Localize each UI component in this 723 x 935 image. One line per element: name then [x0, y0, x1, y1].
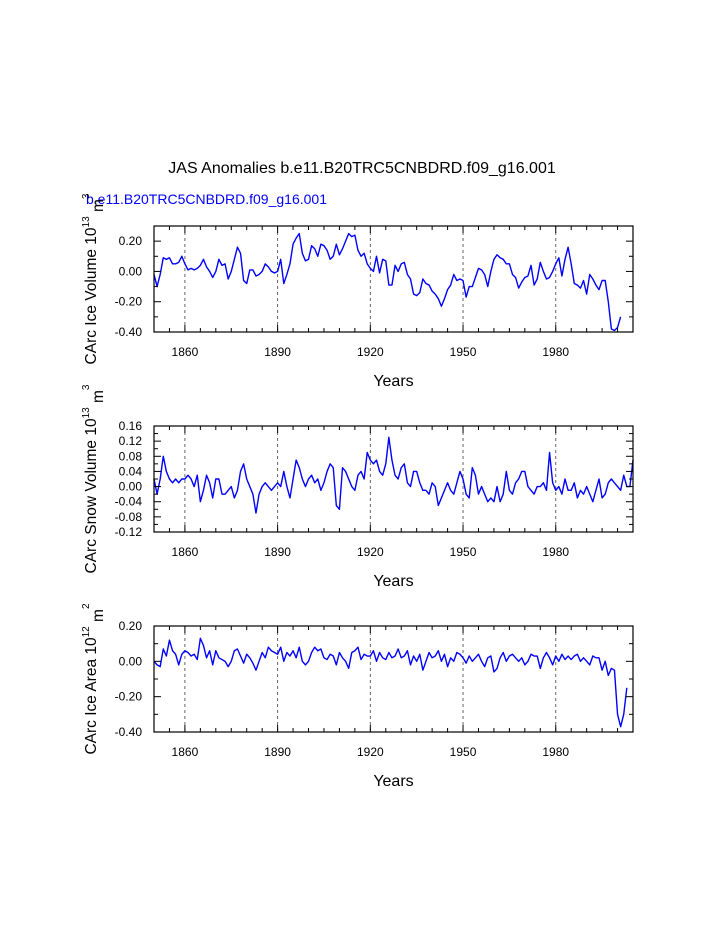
y-tick-label: 0.00 — [119, 654, 143, 668]
x-tick-label-1950: 1950 — [450, 745, 477, 759]
y-tick-label: 0.00 — [119, 264, 143, 278]
x-tick-label-1980: 1980 — [542, 545, 569, 559]
x-axis-label: Years — [373, 373, 413, 390]
y-axis-label: CArc Snow Volume 1013 m3 — [81, 384, 107, 573]
legend-label: b.e11.B20TRC5CNBDRD.f09_g16.001 — [86, 191, 327, 207]
x-tick-label-1860: 1860 — [172, 345, 199, 359]
panel-snow-volume: 1860 1890 1920 1950 1980 -0.12-0.08-0.040.00 0… — [81, 384, 634, 590]
y-axis-label: CArc Ice Volume 1013 m3 — [81, 193, 107, 364]
y-tick-label: -0.20 — [115, 690, 143, 704]
y-axis-label: CArc Ice Area 1012 m2 — [81, 603, 107, 755]
y-tick-label: 0.00 — [119, 480, 143, 494]
x-tick-label-1950: 1950 — [450, 345, 477, 359]
panel-ice-area: 1860 1890 1920 1950 1980 -0.40 -0.20 0.00 0.20 Ye… — [81, 603, 634, 790]
x-tick-label-1920: 1920 — [357, 745, 384, 759]
y-tick-label: -0.04 — [115, 495, 143, 509]
y-tick-label: 0.20 — [119, 619, 143, 633]
x-axis-label: Years — [373, 773, 413, 790]
y-tick-label: 0.20 — [119, 234, 143, 248]
x-tick-label-1890: 1890 — [264, 345, 291, 359]
y-tick-label: -0.20 — [115, 295, 143, 309]
series-line — [153, 637, 628, 728]
x-tick-label-1980: 1980 — [542, 345, 569, 359]
plot-frame — [153, 625, 634, 733]
y-tick-label: 0.08 — [119, 449, 143, 463]
x-tick-label-1890: 1890 — [264, 745, 291, 759]
y-tick-label: -0.40 — [115, 725, 143, 739]
x-tick-label-1920: 1920 — [357, 345, 384, 359]
panel-ice-volume: 1860 1890 1920 1950 1980 -0.40 -0.20 0.00 0.20 Ye… — [81, 193, 634, 390]
x-tick-label-1860: 1860 — [172, 745, 199, 759]
y-tick-label: -0.08 — [115, 510, 143, 524]
figure-title: JAS Anomalies b.e11.B20TRC5CNBDRD.f09_g1… — [168, 160, 556, 177]
y-tick-label: -0.12 — [115, 525, 143, 539]
plot-frame — [153, 425, 634, 533]
series-line — [153, 232, 622, 332]
x-tick-label-1980: 1980 — [542, 745, 569, 759]
plot-frame — [153, 225, 634, 333]
x-axis-label: Years — [373, 573, 413, 590]
series-line — [153, 436, 634, 514]
x-tick-label-1860: 1860 — [172, 545, 199, 559]
x-tick-label-1920: 1920 — [357, 545, 384, 559]
x-tick-label-1890: 1890 — [264, 545, 291, 559]
y-tick-label: 0.04 — [119, 464, 143, 478]
y-tick-label: 0.12 — [119, 434, 143, 448]
y-tick-label: -0.40 — [115, 325, 143, 339]
x-tick-label-1950: 1950 — [450, 545, 477, 559]
y-tick-label: 0.16 — [119, 419, 143, 433]
